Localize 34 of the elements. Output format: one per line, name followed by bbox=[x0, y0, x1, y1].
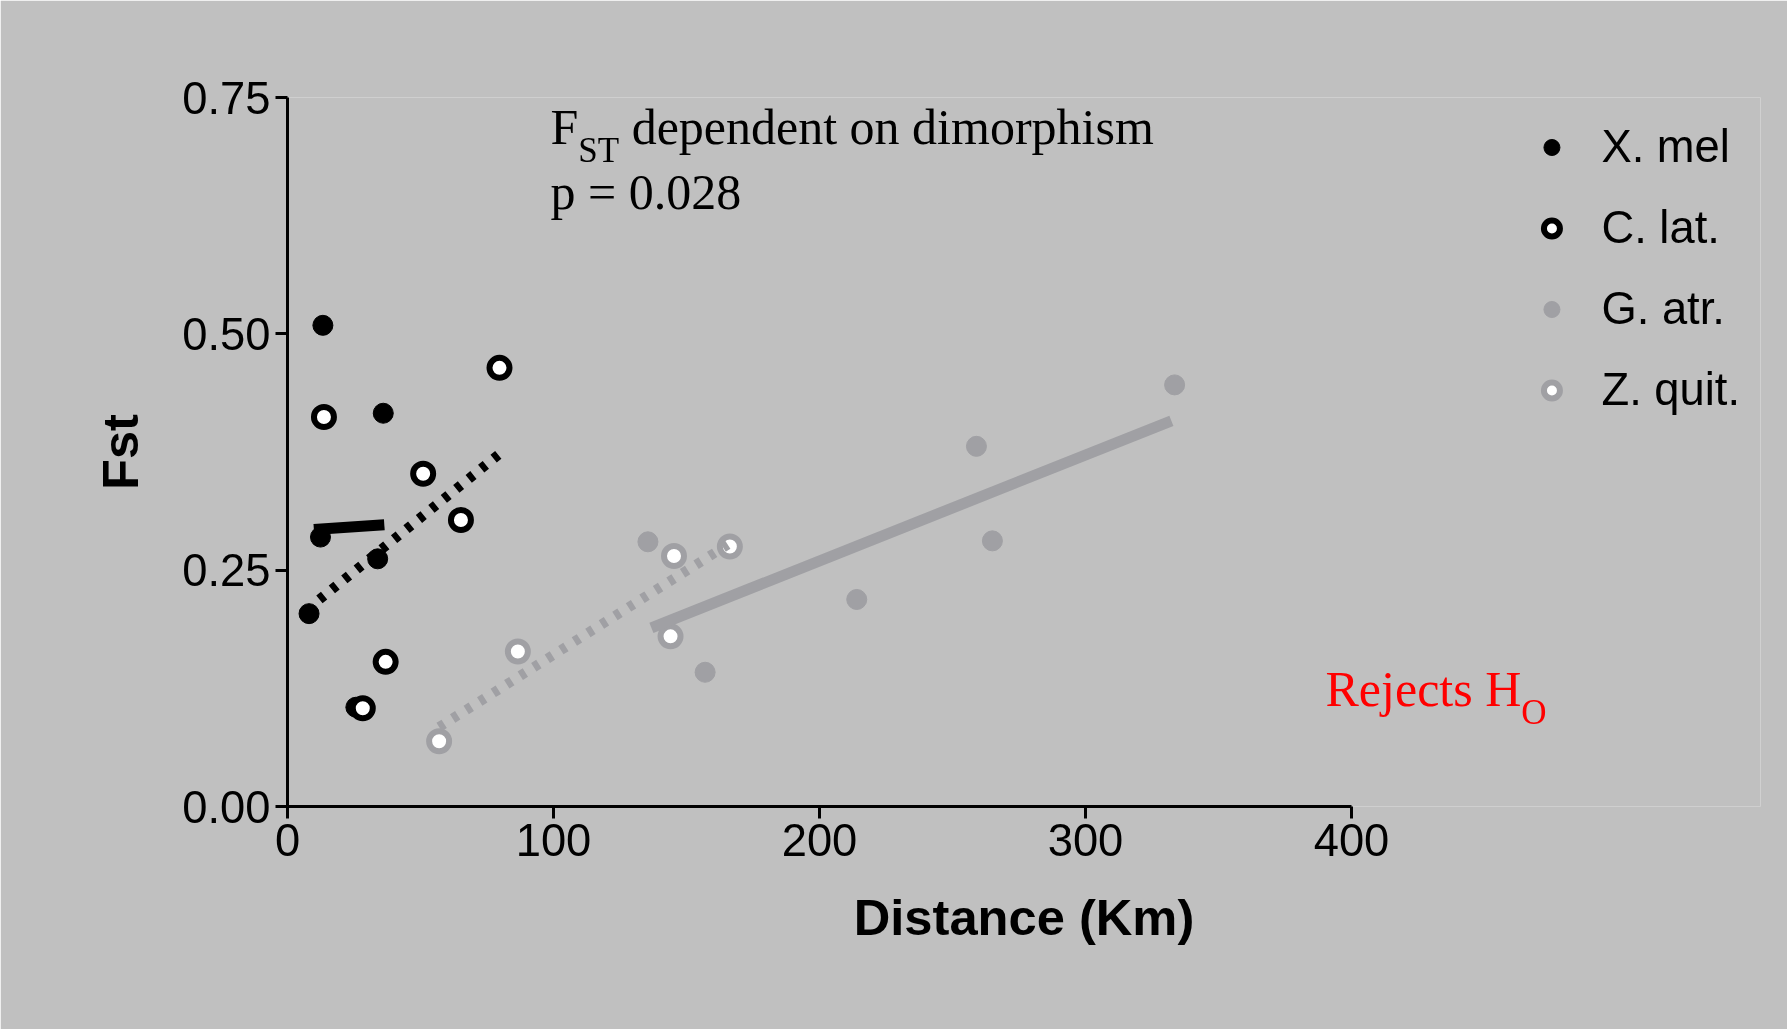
point bbox=[372, 648, 399, 675]
annotation: p = 0.028 bbox=[550, 163, 742, 220]
x-tick-label: 100 bbox=[515, 814, 592, 866]
point bbox=[846, 588, 868, 610]
point bbox=[486, 354, 513, 381]
x-axis-title: Distance (Km) bbox=[853, 888, 1195, 946]
point bbox=[504, 638, 531, 665]
x-tick-label: 200 bbox=[781, 814, 858, 866]
x-tick-label: 300 bbox=[1047, 814, 1124, 866]
legend-label: Z. quit. bbox=[1601, 364, 1740, 416]
y-tick-label: 0.00 bbox=[182, 781, 271, 833]
point bbox=[426, 728, 453, 755]
point bbox=[981, 530, 1003, 552]
x-tick-label: 400 bbox=[1313, 814, 1390, 866]
point bbox=[310, 404, 337, 430]
point bbox=[298, 603, 320, 625]
y-tick-label: 0.50 bbox=[182, 308, 271, 360]
legend-label: G. atr. bbox=[1601, 283, 1725, 335]
point bbox=[637, 531, 659, 553]
point bbox=[372, 402, 394, 424]
y-tick-label: 0.75 bbox=[182, 72, 271, 124]
legend-label: C. lat. bbox=[1601, 202, 1720, 254]
point bbox=[694, 661, 716, 683]
legend-label: X. mel bbox=[1601, 121, 1730, 173]
point bbox=[312, 314, 334, 336]
x-tick-label: 0 bbox=[274, 814, 301, 866]
point bbox=[1164, 374, 1186, 396]
y-axis-title: Fst bbox=[92, 413, 150, 490]
point bbox=[447, 507, 474, 534]
point bbox=[410, 460, 437, 487]
point bbox=[657, 623, 684, 650]
y-tick-label: 0.25 bbox=[182, 545, 271, 597]
point bbox=[661, 543, 687, 569]
point bbox=[965, 435, 987, 457]
